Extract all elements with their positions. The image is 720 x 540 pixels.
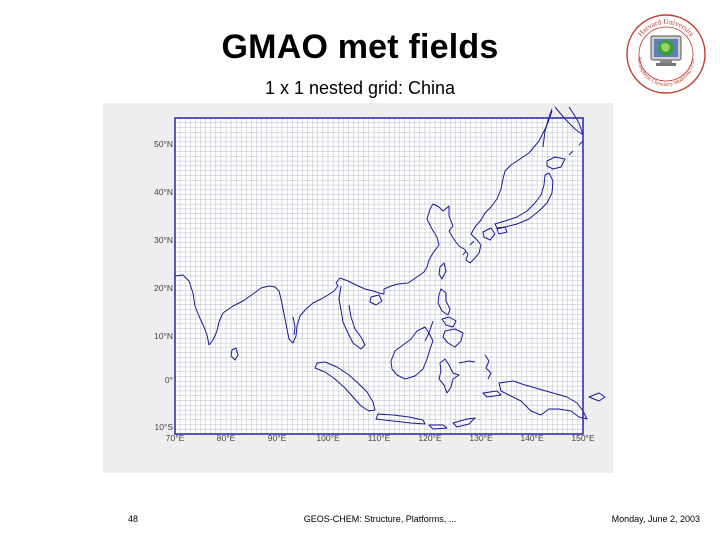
island-ryukyu <box>462 240 475 256</box>
lon-label: 90°E <box>268 433 287 443</box>
lon-label: 100°E <box>316 433 340 443</box>
island-sumatra <box>314 361 376 412</box>
island-sulawesi <box>438 358 476 394</box>
lat-label: 30°N <box>154 235 173 245</box>
latitude-labels: 50°N 40°N 30°N 20°N 10°N 0° 10°S <box>154 139 173 432</box>
island-andaman <box>292 316 296 336</box>
lon-label: 120°E <box>418 433 442 443</box>
island-bali-lombok <box>428 424 448 430</box>
island-java <box>375 413 426 425</box>
island-halmahera <box>484 354 492 380</box>
harvard-logo: Harvard University Atmospheric Chemistry… <box>623 8 708 96</box>
island-hainan <box>369 294 383 306</box>
lon-label: 150°E <box>571 433 595 443</box>
island-sakhalin <box>542 108 553 148</box>
lat-label: 20°N <box>154 283 173 293</box>
map-frame <box>174 117 584 435</box>
island-timor <box>452 417 476 428</box>
island-new-guinea <box>498 380 588 420</box>
island-seram <box>482 390 502 398</box>
lat-label: 50°N <box>154 139 173 149</box>
lat-label: 40°N <box>154 187 173 197</box>
footer-title: GEOS-CHEM: Structure, Platforms, ... <box>303 514 457 524</box>
island-mindanao <box>442 328 464 348</box>
lat-label: 0° <box>165 375 173 385</box>
lon-label: 140°E <box>520 433 544 443</box>
map-canvas: 50°N 40°N 30°N 20°N 10°N 0° 10°S 70°E 80… <box>154 106 606 443</box>
coastlines <box>174 106 606 430</box>
lon-label: 130°E <box>469 433 493 443</box>
island-taiwan <box>438 262 447 280</box>
slide-number: 48 <box>128 514 139 524</box>
lon-label: 80°E <box>217 433 236 443</box>
lat-label: 10°S <box>154 422 173 432</box>
island-sri-lanka <box>230 347 239 361</box>
china-nested-grid-map: 50°N 40°N 30°N 20°N 10°N 0° 10°S 70°E 80… <box>103 103 613 473</box>
island-kyushu <box>482 227 496 241</box>
island-hokkaido <box>546 156 566 170</box>
island-luzon <box>437 288 451 316</box>
globe-monitor-icon: Harvard University Atmospheric Chemistry… <box>623 8 706 94</box>
island-honshu <box>494 172 554 229</box>
lon-label: 70°E <box>166 433 185 443</box>
slide-subtitle: 1 x 1 nested grid: China <box>264 78 456 98</box>
coastline-malay-peninsula <box>338 285 366 350</box>
island-borneo <box>390 326 434 380</box>
island-visayas <box>424 316 457 342</box>
island-new-britain <box>588 392 606 402</box>
longitude-labels: 70°E 80°E 90°E 100°E 110°E 120°E 130°E 1… <box>166 433 595 443</box>
grid-lines <box>174 117 584 435</box>
coastline-mainland <box>174 110 553 346</box>
lat-label: 10°N <box>154 331 173 341</box>
slide-title: GMAO met fields <box>221 28 499 66</box>
lon-label: 110°E <box>368 433 391 443</box>
footer-date: Monday, June 2, 2003 <box>611 514 700 524</box>
